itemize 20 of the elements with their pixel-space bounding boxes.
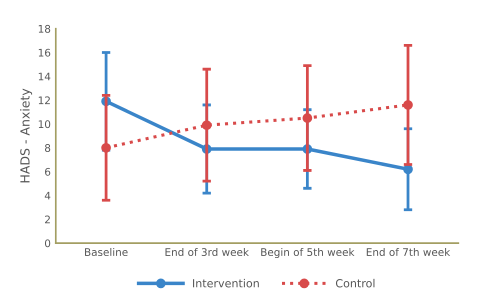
y-tick-label: 8	[44, 144, 50, 152]
y-tick-label: 0	[44, 239, 50, 248]
y-tick-label: 6	[45, 168, 50, 176]
point	[403, 100, 413, 110]
x-tick-label: End of 3rd week	[166, 248, 249, 256]
point	[302, 113, 312, 123]
x-tick-label: Baseline	[85, 248, 128, 256]
y-tick-label: 2	[45, 216, 50, 224]
x-tick-label: Begin of 5th week	[261, 248, 354, 258]
y-tick-label: 10	[38, 120, 50, 128]
y-tick-label: 12	[38, 96, 50, 104]
x-tick-label: End of 7th week	[366, 248, 450, 256]
legend-label: Intervention	[193, 278, 259, 288]
point	[202, 120, 212, 130]
y-tick-label: 14	[38, 72, 50, 80]
legend-label: Control	[336, 278, 374, 288]
y-tick-label: 16	[38, 48, 50, 57]
y-tick-label: 18	[38, 24, 50, 33]
y-tick-label: 4	[44, 192, 50, 200]
y-axis-title: HADS - Anxiety	[20, 88, 32, 182]
